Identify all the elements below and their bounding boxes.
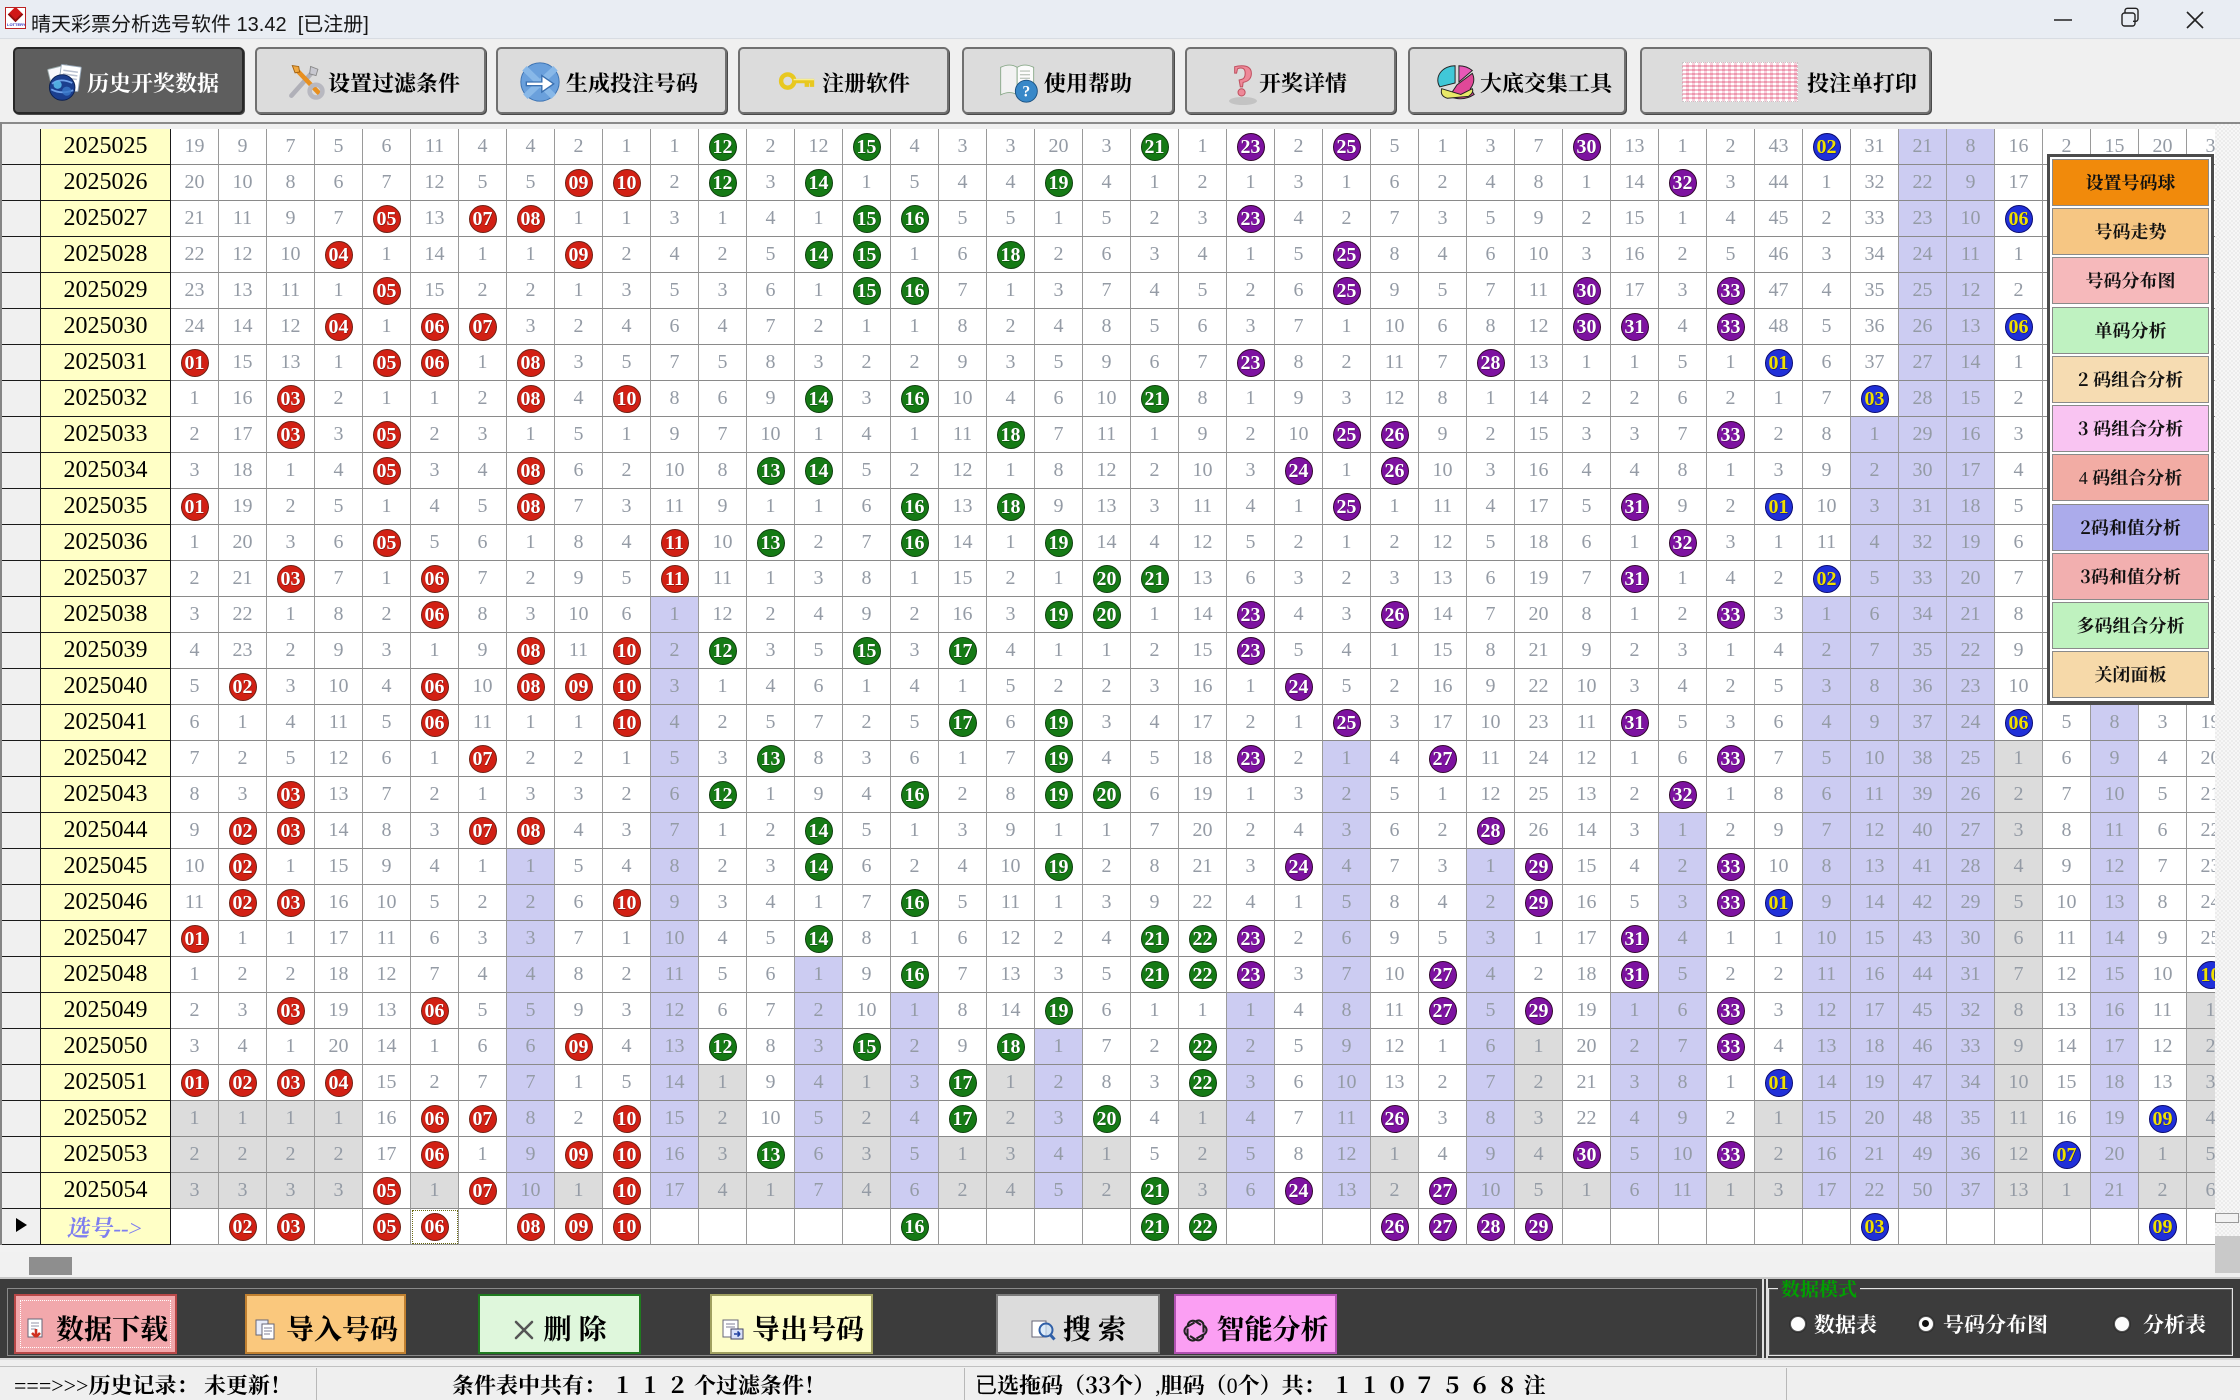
svg-text:?: ? bbox=[1232, 57, 1254, 105]
svg-text:?: ? bbox=[1022, 84, 1030, 101]
